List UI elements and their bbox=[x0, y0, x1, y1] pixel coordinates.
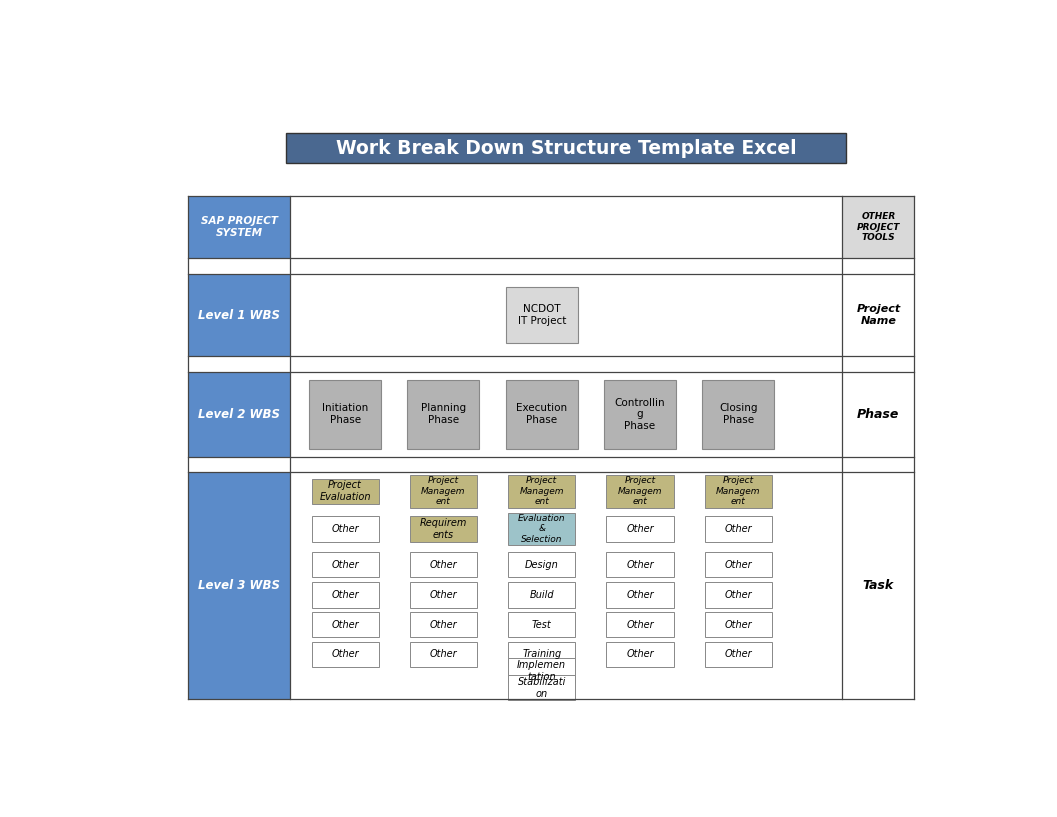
Bar bbox=[410, 475, 477, 507]
Text: Project
Managem
ent: Project Managem ent bbox=[519, 476, 564, 506]
Text: Other: Other bbox=[724, 524, 753, 534]
Text: Other: Other bbox=[331, 560, 359, 569]
Text: Project
Evaluation: Project Evaluation bbox=[319, 480, 371, 502]
Bar bbox=[312, 612, 378, 637]
Text: Other: Other bbox=[626, 650, 654, 659]
Bar bbox=[312, 552, 378, 578]
Bar bbox=[607, 516, 673, 542]
Text: Level 2 WBS: Level 2 WBS bbox=[198, 408, 280, 421]
Text: Project
Managem
ent: Project Managem ent bbox=[617, 476, 663, 506]
Bar bbox=[604, 380, 676, 449]
Text: NCDOT
IT Project: NCDOT IT Project bbox=[518, 304, 565, 326]
Text: OTHER
PROJECT
TOOLS: OTHER PROJECT TOOLS bbox=[857, 212, 901, 242]
Text: Other: Other bbox=[429, 590, 458, 600]
Bar bbox=[188, 372, 291, 457]
Text: Level 3 WBS: Level 3 WBS bbox=[198, 579, 280, 592]
Text: Training: Training bbox=[522, 650, 561, 659]
Text: Stabilizati
on: Stabilizati on bbox=[518, 677, 565, 699]
Bar bbox=[705, 516, 772, 542]
Text: Evaluation
&
Selection: Evaluation & Selection bbox=[518, 514, 565, 544]
Text: Other: Other bbox=[626, 560, 654, 569]
Text: Other: Other bbox=[626, 619, 654, 630]
Bar bbox=[702, 380, 775, 449]
Bar bbox=[312, 516, 378, 542]
Bar bbox=[607, 612, 673, 637]
Text: Level 1 WBS: Level 1 WBS bbox=[198, 309, 280, 322]
Bar bbox=[188, 195, 291, 258]
Bar bbox=[312, 479, 378, 504]
Text: Phase: Phase bbox=[857, 408, 900, 421]
Bar bbox=[312, 583, 378, 608]
Text: Other: Other bbox=[331, 650, 359, 659]
Text: Other: Other bbox=[331, 524, 359, 534]
Text: Other: Other bbox=[429, 650, 458, 659]
Bar bbox=[508, 641, 575, 667]
Text: Planning
Phase: Planning Phase bbox=[421, 404, 466, 425]
Bar bbox=[705, 552, 772, 578]
Text: Other: Other bbox=[724, 590, 753, 600]
Bar bbox=[508, 612, 575, 637]
Text: Controllin
g
Phase: Controllin g Phase bbox=[615, 398, 665, 431]
Bar bbox=[607, 475, 673, 507]
Text: SAP PROJECT
SYSTEM: SAP PROJECT SYSTEM bbox=[201, 217, 278, 238]
Bar bbox=[407, 380, 480, 449]
Text: Implemen
tation: Implemen tation bbox=[517, 660, 567, 681]
Text: Other: Other bbox=[331, 619, 359, 630]
Bar bbox=[705, 612, 772, 637]
Text: Project
Managem
ent: Project Managem ent bbox=[716, 476, 761, 506]
Text: Project
Name: Project Name bbox=[856, 304, 901, 326]
Bar bbox=[705, 475, 772, 507]
Bar bbox=[508, 659, 575, 683]
Text: Other: Other bbox=[626, 590, 654, 600]
Text: Other: Other bbox=[626, 524, 654, 534]
Text: Project
Managem
ent: Project Managem ent bbox=[421, 476, 466, 506]
Bar bbox=[312, 641, 378, 667]
Bar bbox=[705, 583, 772, 608]
Bar bbox=[410, 552, 477, 578]
Text: Work Break Down Structure Template Excel: Work Break Down Structure Template Excel bbox=[336, 139, 797, 158]
Bar bbox=[705, 641, 772, 667]
Text: Execution
Phase: Execution Phase bbox=[516, 404, 568, 425]
Text: Task: Task bbox=[863, 579, 894, 592]
Bar bbox=[508, 675, 575, 700]
Bar bbox=[508, 552, 575, 578]
Text: Other: Other bbox=[429, 619, 458, 630]
Text: Test: Test bbox=[532, 619, 552, 630]
Text: Other: Other bbox=[331, 590, 359, 600]
Bar bbox=[607, 641, 673, 667]
Bar bbox=[410, 612, 477, 637]
Bar bbox=[842, 195, 914, 258]
Bar bbox=[410, 641, 477, 667]
Bar bbox=[188, 275, 291, 356]
Text: Other: Other bbox=[724, 650, 753, 659]
Bar bbox=[505, 380, 578, 449]
Bar bbox=[309, 380, 382, 449]
Text: Other: Other bbox=[429, 560, 458, 569]
Bar bbox=[410, 516, 477, 542]
Bar bbox=[188, 472, 291, 699]
Text: Initiation
Phase: Initiation Phase bbox=[322, 404, 368, 425]
Text: Build: Build bbox=[530, 590, 554, 600]
Bar bbox=[508, 512, 575, 545]
Bar bbox=[607, 583, 673, 608]
Text: Closing
Phase: Closing Phase bbox=[719, 404, 758, 425]
Text: Requirem
ents: Requirem ents bbox=[420, 518, 467, 540]
Text: Other: Other bbox=[724, 619, 753, 630]
Bar bbox=[607, 552, 673, 578]
Bar bbox=[508, 475, 575, 507]
Bar bbox=[286, 133, 847, 163]
Bar bbox=[410, 583, 477, 608]
Text: Design: Design bbox=[525, 560, 558, 569]
Text: Other: Other bbox=[724, 560, 753, 569]
Bar bbox=[508, 583, 575, 608]
Bar bbox=[505, 288, 578, 343]
